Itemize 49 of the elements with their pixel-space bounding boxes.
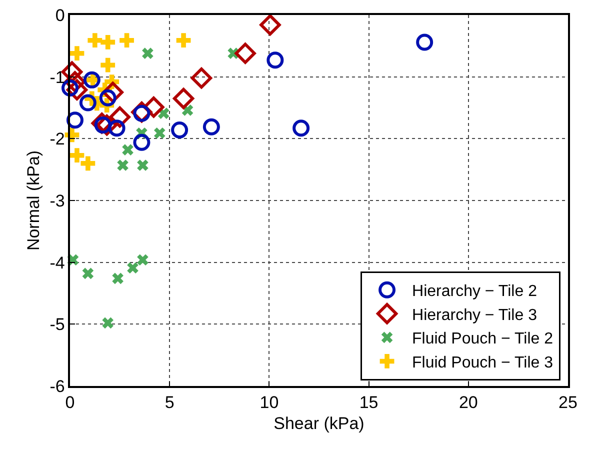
point	[112, 272, 124, 284]
x-tick-label: 20	[458, 393, 478, 412]
point	[172, 88, 194, 110]
legend-label: Fluid Pouch − Tile 2	[412, 330, 554, 348]
legend-label: Hierarchy − Tile 2	[412, 283, 538, 300]
y-tick-label: -2	[50, 130, 65, 149]
point	[133, 134, 150, 151]
point	[70, 46, 84, 61]
point	[120, 33, 134, 48]
point	[117, 160, 128, 171]
point	[416, 34, 434, 51]
point	[127, 262, 138, 274]
y-tick-label: -1	[50, 68, 65, 87]
point	[190, 67, 212, 89]
x-tick-label: 25	[558, 393, 578, 412]
y-tick-label: -4	[50, 253, 65, 272]
point	[137, 254, 148, 266]
x-axis-title: Shear (kPa)	[274, 414, 364, 434]
point	[171, 122, 188, 139]
point	[100, 58, 116, 72]
point	[82, 268, 94, 280]
x-tick-label: 15	[359, 393, 378, 412]
point	[80, 156, 96, 171]
point	[260, 14, 281, 36]
point	[70, 148, 84, 163]
point	[176, 33, 191, 48]
point	[137, 160, 148, 171]
point	[292, 120, 310, 137]
legend-label: Fluid Pouch − Tile 3	[412, 354, 554, 372]
point	[142, 48, 154, 59]
point	[102, 317, 114, 329]
y-tick-label: -5	[50, 315, 65, 334]
point	[122, 144, 134, 156]
y-tick-label: -6	[50, 376, 65, 396]
point	[234, 42, 256, 64]
y-tick-label: 0	[55, 6, 65, 25]
point	[79, 94, 96, 112]
y-axis-title: Normal (kPa)	[24, 150, 43, 251]
point	[202, 118, 220, 136]
y-tick-label: -3	[50, 191, 65, 210]
point	[266, 52, 284, 69]
point	[88, 33, 102, 48]
point	[108, 120, 126, 137]
x-tick-label: 5	[164, 393, 174, 412]
point	[154, 127, 166, 139]
x-tick-label: 10	[260, 393, 279, 412]
legend-label: Hierarchy − Tile 3	[412, 306, 538, 324]
point	[66, 112, 84, 129]
point	[100, 35, 116, 50]
